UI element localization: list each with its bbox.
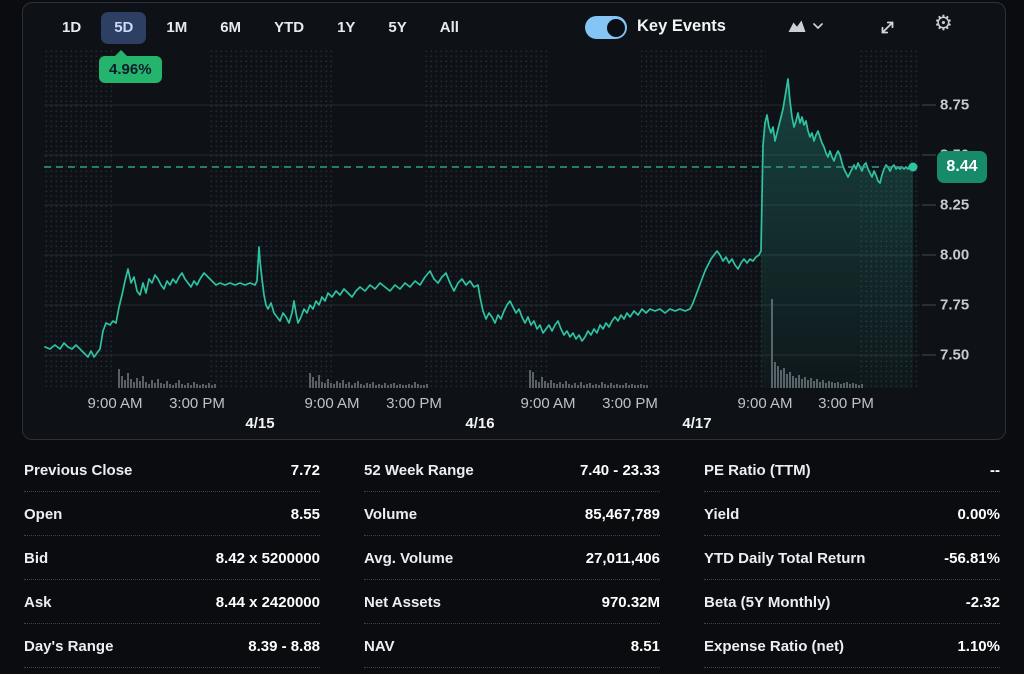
- current-price-badge: 8.44: [937, 151, 987, 183]
- stat-row-bid: Bid 8.42 x 5200000: [24, 536, 320, 580]
- x-axis-time-label: 3:00 PM: [602, 395, 658, 412]
- stat-row-avg-volume: Avg. Volume 27,011,406: [364, 536, 660, 580]
- x-axis-time-label: 9:00 AM: [87, 395, 143, 412]
- area-fill: [761, 79, 913, 388]
- period-change-value: 4.96%: [109, 61, 152, 78]
- stat-label: Expense Ratio (net): [704, 638, 845, 655]
- stat-value: --: [990, 462, 1000, 479]
- key-events-toggle[interactable]: [585, 16, 627, 39]
- stat-label: Net Assets: [364, 594, 441, 611]
- stat-label: Avg. Volume: [364, 550, 454, 567]
- tab-5d[interactable]: 5D: [101, 12, 147, 44]
- x-axis-time-label: 3:00 PM: [386, 395, 442, 412]
- closed-market-band: [207, 48, 332, 388]
- stat-row-beta-5y-monthly: Beta (5Y Monthly) -2.32: [704, 580, 1000, 624]
- tab-5y[interactable]: 5Y: [375, 12, 419, 44]
- settings-gear-icon: ⚙: [934, 11, 953, 35]
- x-axis-time-label: 9:00 AM: [304, 395, 360, 412]
- x-axis-time-label: 9:00 AM: [737, 395, 793, 412]
- stat-row-day-s-range: Day's Range 8.39 - 8.88: [24, 624, 320, 668]
- stat-label: Beta (5Y Monthly): [704, 594, 831, 611]
- price-line: [44, 78, 914, 358]
- tab-all[interactable]: All: [427, 12, 472, 44]
- stat-label: Previous Close: [24, 462, 133, 479]
- area-chart-icon: [788, 20, 806, 32]
- x-axis-time-label: 3:00 PM: [818, 395, 874, 412]
- key-events-label: Key Events: [637, 17, 726, 35]
- closed-market-band: [44, 48, 115, 388]
- stat-value: -56.81%: [944, 550, 1000, 567]
- tab-1d[interactable]: 1D: [49, 12, 94, 44]
- period-change-badge: 4.96%: [99, 50, 162, 83]
- stats-column: Previous Close 7.72 Open 8.55 Bid 8.42 x 5200…: [24, 448, 320, 668]
- stat-label: Open: [24, 506, 63, 523]
- stat-label: 52 Week Range: [364, 462, 474, 479]
- stats-column: 52 Week Range 7.40 - 23.33 Volume 85,467,78…: [364, 448, 660, 668]
- y-axis-label: 8.25: [940, 196, 970, 214]
- stats-column: PE Ratio (TTM) -- Yield 0.00% YTD Daily Tota…: [704, 448, 1000, 668]
- tab-1y[interactable]: 1Y: [324, 12, 368, 44]
- x-axis-date-label: 4/17: [682, 415, 712, 432]
- stat-row-expense-ratio-net: Expense Ratio (net) 1.10%: [704, 624, 1000, 668]
- stat-label: Yield: [704, 506, 740, 523]
- stat-row-nav: NAV 8.51: [364, 624, 660, 668]
- stat-value: 7.72: [290, 462, 320, 479]
- tab-1m[interactable]: 1M: [153, 12, 200, 44]
- stat-label: Day's Range: [24, 638, 114, 655]
- chart-type-button[interactable]: [788, 19, 823, 33]
- expand-icon: [881, 21, 894, 34]
- stat-row-previous-close: Previous Close 7.72: [24, 448, 320, 492]
- stat-value: 8.55: [290, 506, 320, 523]
- stat-row-52-week-range: 52 Week Range 7.40 - 23.33: [364, 448, 660, 492]
- toggle-knob: [607, 18, 625, 37]
- y-axis-label: 7.75: [940, 296, 970, 314]
- closed-market-band: [424, 48, 549, 388]
- stat-row-open: Open 8.55: [24, 492, 320, 536]
- x-axis-date-label: 4/15: [245, 415, 275, 432]
- stat-row-volume: Volume 85,467,789: [364, 492, 660, 536]
- stat-value: 8.39 - 8.88: [248, 638, 320, 655]
- stat-row-yield: Yield 0.00%: [704, 492, 1000, 536]
- y-axis-label: 8.75: [940, 96, 970, 114]
- last-price-dot: [908, 162, 918, 172]
- stat-row-net-assets: Net Assets 970.32M: [364, 580, 660, 624]
- stat-label: PE Ratio (TTM): [704, 462, 811, 479]
- x-axis-date-label: 4/16: [465, 415, 495, 432]
- chevron-down-icon: [813, 23, 823, 29]
- badge-pointer: [114, 50, 128, 57]
- stat-row-pe-ratio-ttm: PE Ratio (TTM) --: [704, 448, 1000, 492]
- stat-value: 8.42 x 5200000: [215, 550, 320, 567]
- stat-label: Bid: [24, 550, 49, 567]
- stats-table: Previous Close 7.72 Open 8.55 Bid 8.42 x 5200…: [24, 448, 1000, 668]
- x-axis-time-label: 3:00 PM: [169, 395, 225, 412]
- stat-value: 1.10%: [957, 638, 1000, 655]
- x-axis-time-label: 9:00 AM: [520, 395, 576, 412]
- stat-row-ytd-daily-total-return: YTD Daily Total Return -56.81%: [704, 536, 1000, 580]
- stat-value: 970.32M: [601, 594, 660, 611]
- stat-label: YTD Daily Total Return: [704, 550, 866, 567]
- stat-value: -2.32: [965, 594, 1000, 611]
- stat-row-ask: Ask 8.44 x 2420000: [24, 580, 320, 624]
- tab-6m[interactable]: 6M: [207, 12, 254, 44]
- range-tabs: 1D 5D 1M 6M YTD 1Y 5Y All: [49, 12, 472, 44]
- stat-value: 0.00%: [957, 506, 1000, 523]
- closed-market-band: [641, 48, 766, 388]
- tab-ytd[interactable]: YTD: [261, 12, 317, 44]
- stat-value: 85,467,789: [584, 506, 660, 523]
- stat-label: NAV: [364, 638, 395, 655]
- stat-value: 8.51: [630, 638, 660, 655]
- stat-label: Ask: [24, 594, 52, 611]
- stat-value: 8.44 x 2420000: [215, 594, 320, 611]
- stat-value: 27,011,406: [585, 550, 660, 567]
- y-axis-label: 7.50: [940, 346, 970, 364]
- settings-button[interactable]: ⚙: [934, 13, 953, 34]
- expand-button[interactable]: [878, 18, 897, 40]
- y-axis-label: 8.00: [940, 246, 970, 264]
- stat-label: Volume: [364, 506, 418, 523]
- stat-value: 7.40 - 23.33: [579, 462, 660, 479]
